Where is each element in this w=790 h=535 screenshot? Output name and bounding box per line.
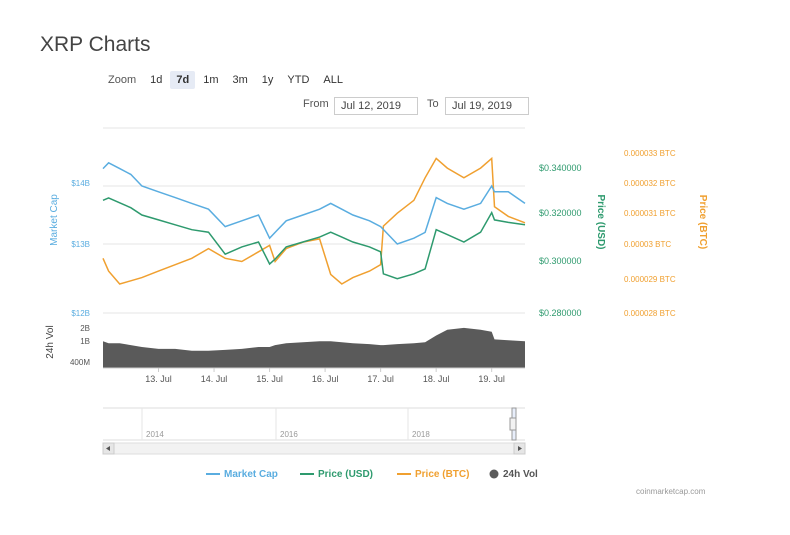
- price-usd-axis-title: Price (USD): [595, 194, 606, 249]
- volume-tick-400m: 400M: [70, 358, 90, 367]
- zoom-1d-button[interactable]: 1d: [150, 74, 163, 86]
- x-tick-label: 16. Jul: [312, 374, 339, 384]
- zoom-selector: Zoom 1d 7d 1m 3m 1y YTD ALL: [108, 71, 351, 89]
- to-label: To: [427, 98, 439, 110]
- zoom-all-button[interactable]: ALL: [323, 74, 343, 86]
- market-cap-axis-title: Market Cap: [49, 194, 60, 246]
- credit-link[interactable]: coinmarketcap.com: [636, 487, 706, 496]
- volume-layer: [103, 327, 525, 368]
- price-btc-axis-title: Price (BTC): [697, 195, 708, 249]
- svg-text:Market Cap: Market Cap: [224, 469, 278, 480]
- volume-area: [103, 327, 525, 368]
- zoom-7d-button[interactable]: 7d: [170, 71, 196, 89]
- market-cap-line: [102, 161, 526, 245]
- page-title: XRP Charts: [40, 33, 151, 56]
- legend-item-price-usd[interactable]: Price (USD): [300, 469, 373, 480]
- price-usd-tick-2: $0.300000: [539, 256, 582, 266]
- price-btc-tick-5: 0.000028 BTC: [624, 309, 676, 318]
- legend-item-24h-vol[interactable]: 24h Vol: [489, 469, 539, 480]
- scrollbar[interactable]: [102, 442, 526, 455]
- zoom-ytd-button[interactable]: YTD: [287, 74, 310, 86]
- price-btc-tick-4: 0.000029 BTC: [624, 275, 676, 284]
- x-tick-label: 17. Jul: [367, 374, 394, 384]
- volume-axis-title: 24h Vol: [45, 325, 56, 358]
- from-label: From: [303, 98, 329, 110]
- legend-item-market-cap[interactable]: Market Cap: [206, 469, 278, 480]
- price-btc-tick-2: 0.000031 BTC: [624, 209, 676, 218]
- to-date-input[interactable]: [445, 97, 529, 115]
- x-ticks: 13. Jul 14. Jul 15. Jul 16. Jul 17. Jul 18. J…: [145, 368, 505, 384]
- gridlines: [103, 127, 525, 314]
- price-usd-line: [102, 197, 526, 280]
- zoom-label: Zoom: [108, 74, 137, 86]
- navigator[interactable]: 2014 2016 2018: [103, 407, 525, 441]
- price-usd-tick-0: $0.340000: [539, 163, 582, 173]
- market-cap-tick-13b: $13B: [71, 240, 90, 249]
- x-tick-label: 18. Jul: [423, 374, 450, 384]
- from-date-input[interactable]: [334, 97, 418, 115]
- zoom-1m-button[interactable]: 1m: [203, 74, 219, 86]
- volume-tick-1b: 1B: [80, 337, 90, 346]
- navigator-tick-2014: 2014: [146, 430, 164, 439]
- market-cap-tick-14b: $14B: [71, 179, 90, 188]
- x-tick-label: 14. Jul: [201, 374, 228, 384]
- price-btc-tick-3: 0.00003 BTC: [624, 240, 671, 249]
- x-tick-label: 19. Jul: [478, 374, 505, 384]
- price-usd-tick-1: $0.320000: [539, 208, 582, 218]
- zoom-3m-button[interactable]: 3m: [232, 74, 248, 86]
- price-usd-tick-3: $0.280000: [539, 308, 582, 318]
- legend-item-price-btc[interactable]: Price (BTC): [397, 469, 469, 480]
- lines-layer: [102, 156, 526, 285]
- navigator-tick-2016: 2016: [280, 430, 298, 439]
- price-btc-line: [102, 156, 526, 285]
- x-tick-label: 13. Jul: [145, 374, 172, 384]
- zoom-1y-button[interactable]: 1y: [261, 74, 274, 86]
- price-btc-tick-1: 0.000032 BTC: [624, 179, 676, 188]
- scroll-left-arrow-icon: [106, 446, 110, 451]
- price-btc-tick-0: 0.000033 BTC: [624, 149, 676, 158]
- navigator-tick-2018: 2018: [412, 430, 430, 439]
- svg-text:24h Vol: 24h Vol: [503, 469, 538, 480]
- svg-text:Price (USD): Price (USD): [318, 469, 373, 480]
- scroll-right-arrow-icon: [518, 446, 522, 451]
- market-cap-tick-12b: $12B: [71, 309, 90, 318]
- navigator-handle[interactable]: [509, 417, 517, 431]
- x-tick-label: 15. Jul: [256, 374, 283, 384]
- svg-text:Price (BTC): Price (BTC): [415, 469, 469, 480]
- legend: Market Cap Price (USD) Price (BTC) 24h V…: [206, 469, 538, 480]
- volume-tick-2b: 2B: [80, 324, 90, 333]
